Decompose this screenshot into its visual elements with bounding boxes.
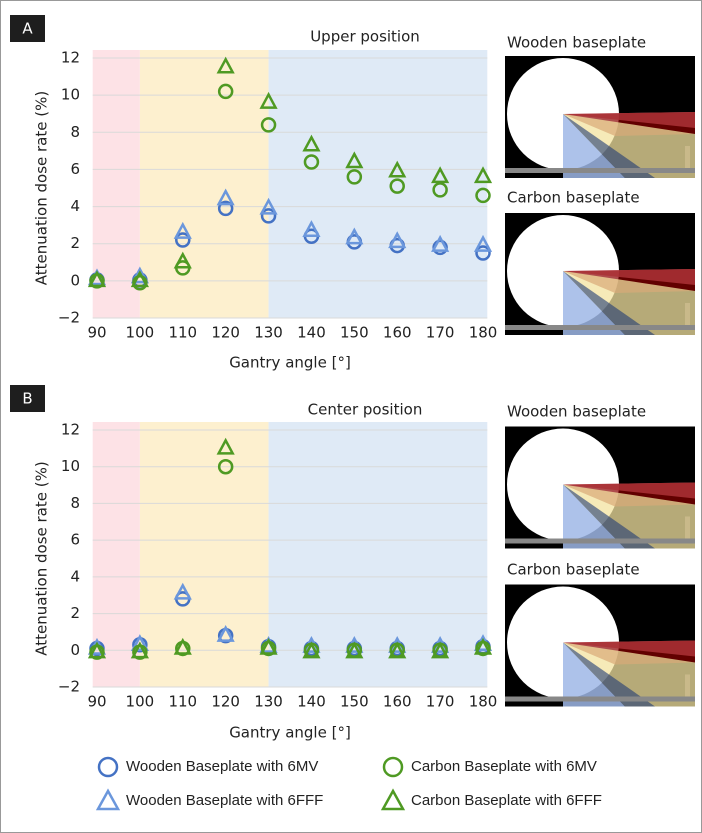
image-caption: Wooden baseplate [507,403,646,421]
x-tick-label: 140 [297,693,326,711]
legend-label: Carbon Baseplate with 6FFF [411,792,602,809]
x-tick-label: 120 [211,693,240,711]
x-tick-label: 160 [383,324,412,342]
figure: −202468101290100110120130140150160170180… [0,0,702,833]
x-tick-label: 110 [168,324,197,342]
y-tick-label: 4 [70,197,80,215]
image-caption: Wooden baseplate [507,34,646,52]
legend-marker [98,791,118,809]
x-tick-label: 160 [383,693,412,711]
x-tick-label: 180 [469,324,498,342]
x-tick-label: 120 [211,324,240,342]
legend-marker [383,791,403,809]
legend-label: Wooden Baseplate with 6FFF [126,792,323,809]
x-tick-label: 170 [426,324,455,342]
panel-title: Upper position [310,28,420,46]
ct-image [505,585,695,707]
x-tick-label: 180 [469,693,498,711]
y-tick-label: 4 [70,567,80,585]
region-band [140,50,269,318]
legend-label: Wooden Baseplate with 6MV [126,758,318,775]
region-band [269,422,488,687]
x-tick-label: 130 [254,693,283,711]
y-axis-label: Attenuation dose rate (%) [33,461,51,655]
x-tick-label: 140 [297,324,326,342]
x-tick-label: 90 [87,324,106,342]
x-axis-label: Gantry angle [°] [229,724,351,742]
y-tick-label: 12 [61,49,80,67]
y-tick-label: 2 [70,234,80,252]
y-tick-label: 0 [70,641,80,659]
y-tick-label: 8 [70,494,80,512]
x-axis-label: Gantry angle [°] [229,354,351,372]
x-tick-label: 100 [126,324,155,342]
y-tick-label: 12 [61,421,80,439]
panel-letter: A [22,20,33,38]
legend-label: Carbon Baseplate with 6MV [411,758,597,775]
y-tick-label: 2 [70,604,80,622]
y-tick-label: 10 [61,457,80,475]
x-tick-label: 130 [254,324,283,342]
y-axis-label: Attenuation dose rate (%) [33,91,51,285]
legend-marker [384,758,402,776]
y-tick-label: 6 [70,531,80,549]
x-tick-label: 90 [87,693,106,711]
y-tick-label: −2 [58,678,80,696]
legend-marker [99,758,117,776]
region-band [269,50,488,318]
region-band [140,422,269,687]
x-tick-label: 100 [126,693,155,711]
y-tick-label: 10 [61,86,80,104]
y-tick-label: −2 [58,309,80,327]
y-tick-label: 8 [70,123,80,141]
ct-image [505,213,695,335]
panel-letter: B [22,390,32,408]
image-caption: Carbon baseplate [507,561,640,579]
x-tick-label: 150 [340,324,369,342]
x-tick-label: 110 [168,693,197,711]
panel-title: Center position [308,401,423,419]
x-tick-label: 170 [426,693,455,711]
ct-image [505,427,695,549]
y-tick-label: 6 [70,160,80,178]
x-tick-label: 150 [340,693,369,711]
y-tick-label: 0 [70,271,80,289]
image-caption: Carbon baseplate [507,189,640,207]
ct-image [505,56,695,178]
